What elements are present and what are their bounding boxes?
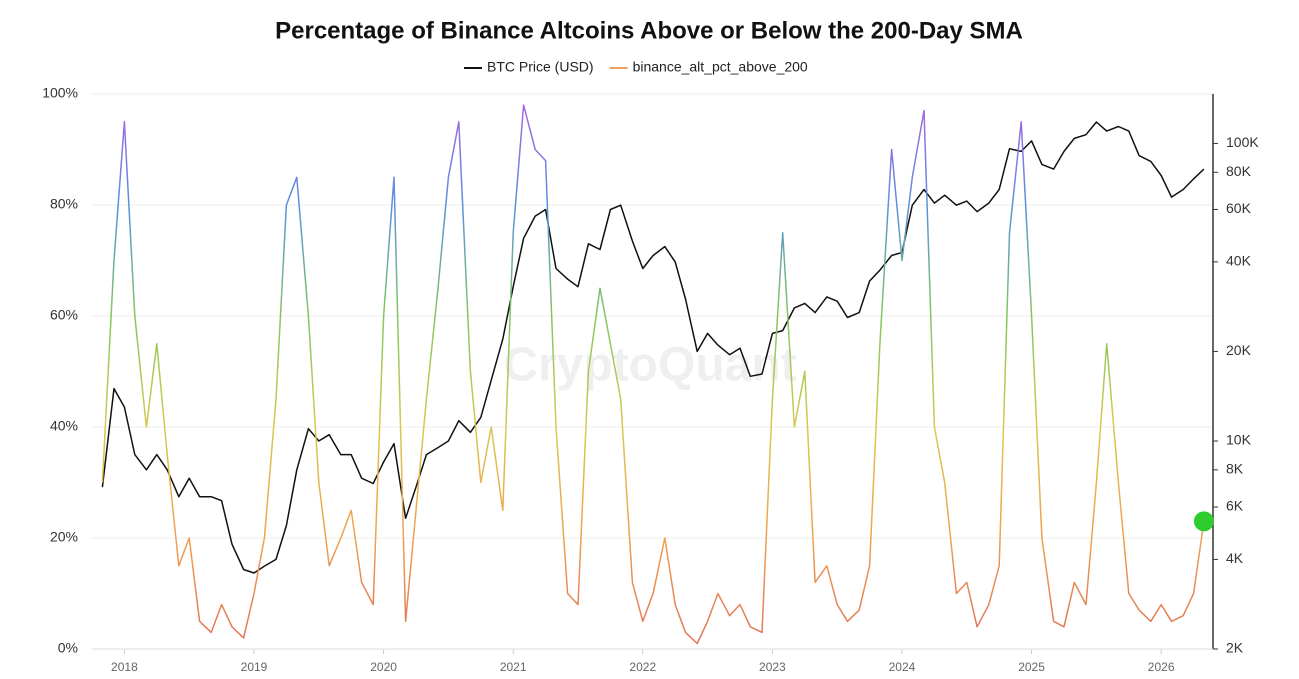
x-tick-label: 2026 [1148,660,1175,674]
legend-item: binance_alt_pct_above_200 [609,59,808,75]
watermark: CryptoQuant [503,339,796,392]
chart-title: Percentage of Binance Altcoins Above or … [275,17,1023,44]
y-tick-label: 80% [50,196,78,212]
y2-tick-label: 2K [1226,640,1244,656]
x-tick-label: 2025 [1018,660,1045,674]
y2-tick-label: 20K [1226,342,1252,358]
x-tick-label: 2022 [629,660,656,674]
legend-item: BTC Price (USD) [464,59,594,75]
y-tick-label: 40% [50,418,78,434]
y2-tick-label: 60K [1226,200,1252,216]
x-tick-label: 2023 [759,660,786,674]
y-tick-label: 20% [50,529,78,545]
last-point-marker [1193,511,1214,532]
y2-tick-label: 4K [1226,550,1244,566]
x-tick-label: 2021 [500,660,527,674]
y-tick-label: 0% [58,640,78,656]
legend-label: binance_alt_pct_above_200 [633,59,808,75]
x-tick-label: 2024 [889,660,916,674]
y2-tick-label: 6K [1226,498,1244,514]
series-line [101,104,1205,645]
y2-tick-label: 10K [1226,432,1252,448]
series-line [101,121,1205,574]
y2-tick-label: 40K [1226,253,1252,269]
legend-label: BTC Price (USD) [487,59,594,75]
x-tick-label: 2019 [241,660,268,674]
y-tick-label: 100% [42,85,78,101]
x-tick-label: 2018 [111,660,138,674]
y2-tick-label: 8K [1226,461,1244,477]
y-tick-label: 60% [50,307,78,323]
y2-tick-label: 100K [1226,134,1259,150]
y2-tick-label: 80K [1226,163,1252,179]
x-tick-label: 2020 [370,660,397,674]
